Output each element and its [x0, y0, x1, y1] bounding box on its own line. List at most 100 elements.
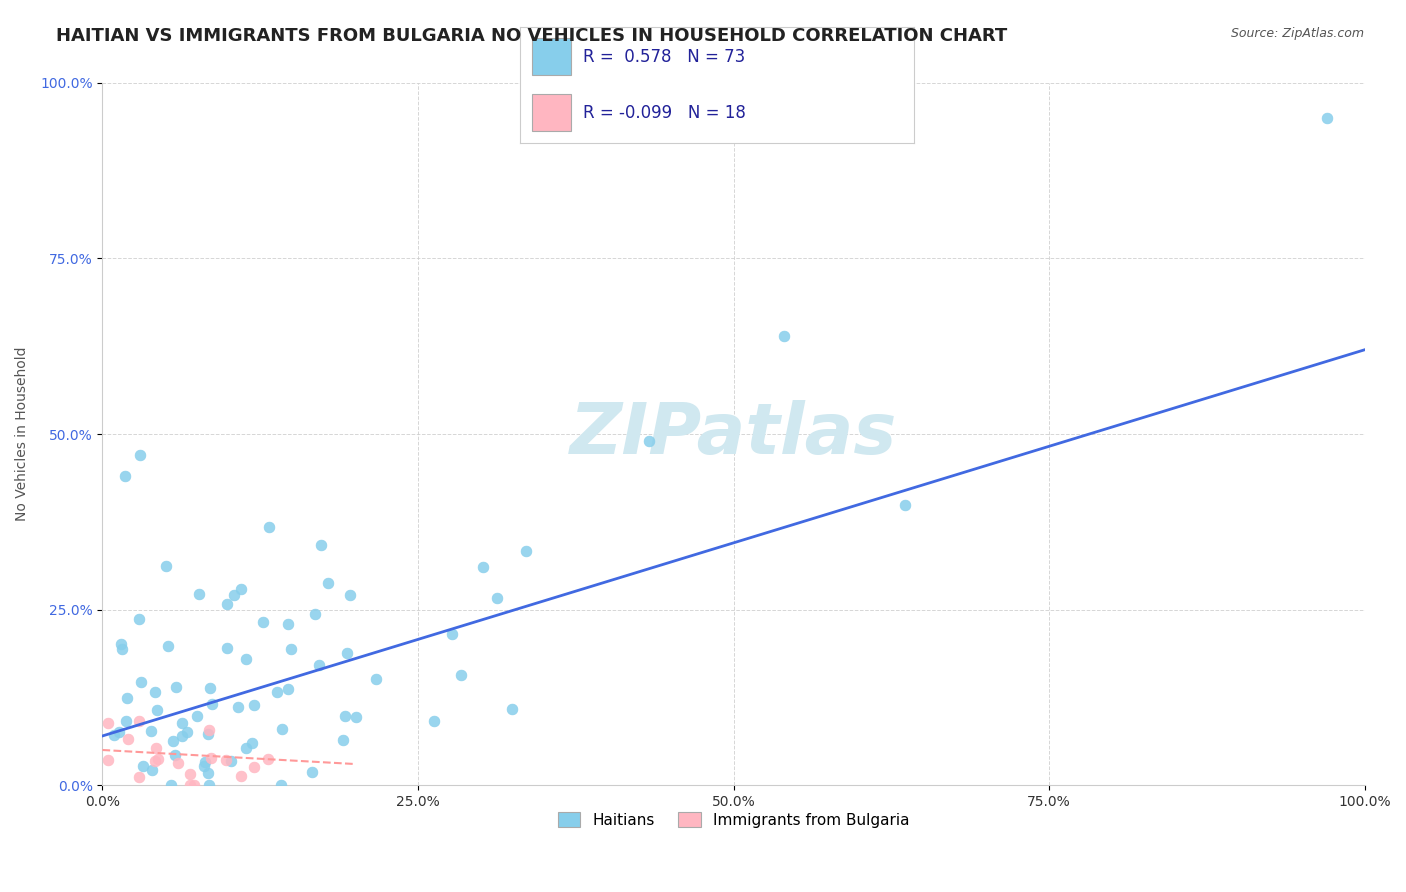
Point: [502, 702, 524, 716]
Point: [224, 588, 246, 602]
Point: [170, 716, 193, 731]
Point: [308, 658, 330, 673]
Point: [441, 627, 464, 641]
Point: [141, 723, 163, 738]
Point: [301, 764, 323, 779]
Point: [215, 753, 238, 767]
Point: [271, 722, 294, 736]
Point: [128, 770, 150, 784]
Point: [183, 778, 205, 792]
Point: [364, 673, 387, 687]
FancyBboxPatch shape: [531, 94, 571, 131]
Point: [1316, 111, 1339, 125]
Point: [129, 448, 152, 462]
Point: [316, 575, 339, 590]
Point: [198, 778, 221, 792]
Point: [141, 763, 163, 777]
Point: [226, 699, 249, 714]
Point: [215, 640, 238, 655]
Point: [243, 760, 266, 774]
Point: [270, 778, 292, 792]
Point: [146, 752, 169, 766]
Point: [198, 723, 221, 737]
Point: [221, 755, 243, 769]
Text: R =  0.578   N = 73: R = 0.578 N = 73: [583, 48, 745, 66]
Point: [339, 588, 361, 602]
Point: [143, 685, 166, 699]
Point: [280, 642, 302, 657]
Point: [257, 752, 280, 766]
Point: [103, 728, 125, 742]
Text: Source: ZipAtlas.com: Source: ZipAtlas.com: [1230, 27, 1364, 40]
Point: [309, 538, 332, 552]
Text: ZIPatlas: ZIPatlas: [569, 400, 897, 468]
Text: R = -0.099   N = 18: R = -0.099 N = 18: [583, 103, 747, 121]
Point: [773, 328, 796, 343]
Point: [333, 708, 356, 723]
Point: [344, 710, 367, 724]
Point: [160, 778, 183, 792]
Point: [637, 434, 659, 449]
Point: [201, 697, 224, 711]
Point: [235, 652, 257, 666]
Point: [193, 759, 215, 773]
Point: [335, 646, 357, 660]
Point: [162, 734, 184, 748]
Point: [332, 733, 354, 747]
Point: [197, 727, 219, 741]
Point: [304, 607, 326, 621]
Point: [129, 675, 152, 690]
Point: [163, 747, 186, 762]
Point: [217, 597, 239, 611]
Point: [165, 680, 187, 694]
Point: [243, 698, 266, 712]
Point: [114, 714, 136, 728]
Point: [186, 708, 208, 723]
Point: [170, 729, 193, 743]
Point: [187, 587, 209, 601]
Point: [252, 615, 274, 629]
Point: [145, 741, 167, 756]
Point: [97, 716, 120, 731]
Text: HAITIAN VS IMMIGRANTS FROM BULGARIA NO VEHICLES IN HOUSEHOLD CORRELATION CHART: HAITIAN VS IMMIGRANTS FROM BULGARIA NO V…: [56, 27, 1008, 45]
Point: [259, 520, 281, 534]
Point: [110, 641, 132, 656]
Point: [423, 714, 446, 728]
Point: [194, 756, 217, 770]
Point: [179, 778, 201, 792]
Point: [197, 765, 219, 780]
Point: [97, 753, 120, 767]
Point: [110, 637, 132, 651]
Point: [146, 703, 169, 717]
Point: [266, 685, 288, 699]
Point: [485, 591, 508, 606]
Point: [277, 616, 299, 631]
Point: [450, 667, 472, 681]
FancyBboxPatch shape: [531, 38, 571, 76]
Point: [472, 559, 495, 574]
Point: [277, 682, 299, 697]
Point: [200, 751, 222, 765]
Point: [179, 767, 201, 781]
Point: [155, 559, 177, 574]
Point: [114, 469, 136, 483]
Point: [231, 582, 253, 596]
Point: [108, 725, 131, 739]
Point: [198, 681, 221, 695]
Y-axis label: No Vehicles in Household: No Vehicles in Household: [15, 347, 30, 521]
Point: [166, 756, 188, 770]
Point: [132, 759, 155, 773]
Point: [229, 768, 252, 782]
Point: [128, 612, 150, 626]
Point: [143, 754, 166, 768]
Legend: Haitians, Immigrants from Bulgaria: Haitians, Immigrants from Bulgaria: [551, 805, 915, 834]
Point: [515, 544, 537, 558]
Point: [240, 736, 263, 750]
Point: [115, 690, 138, 705]
Point: [894, 498, 917, 512]
Point: [117, 732, 139, 747]
Point: [157, 639, 180, 653]
Point: [128, 714, 150, 728]
Point: [235, 741, 257, 756]
Point: [176, 725, 198, 739]
